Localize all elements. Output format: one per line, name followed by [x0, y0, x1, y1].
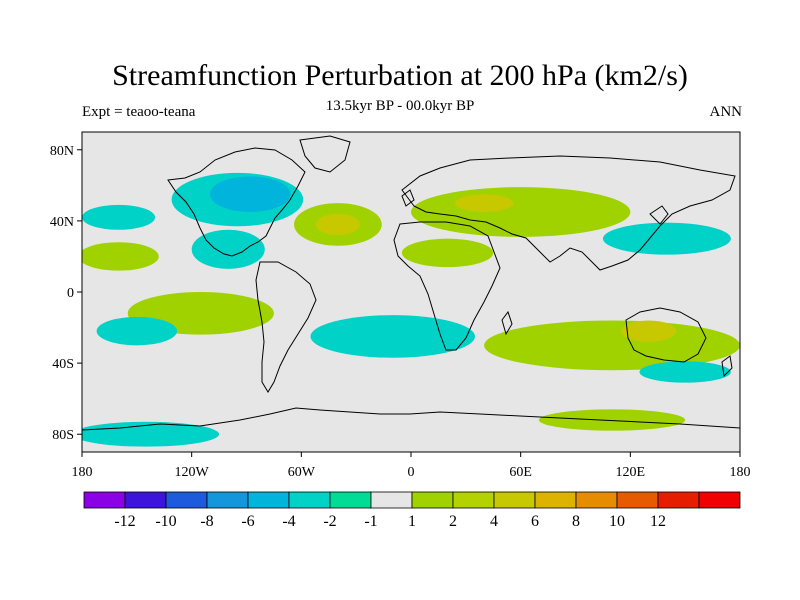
colorbar-swatch: [575, 491, 618, 509]
x-tick-label: 60E: [509, 465, 532, 480]
colorbar-swatch: [698, 491, 741, 509]
axis-ticks: 180 120W 60W 0 60E 120E 180 80N 40N 0 40S 80S: [50, 144, 751, 480]
y-tick-label: 80S: [52, 428, 74, 443]
contour-n-pacific-mid-low: [82, 204, 156, 230]
coast-south-america: [255, 261, 317, 393]
coast-antarctica: [82, 407, 740, 431]
contour-s-indian-high: [484, 320, 740, 371]
y-tick-label: 0: [67, 286, 74, 301]
colorbar-swatch: [657, 491, 700, 509]
x-tick-label: 180: [72, 465, 93, 480]
coastline-layer: [82, 135, 740, 431]
colorbar-label: 6: [531, 513, 539, 530]
chart-title: Streamfunction Perturbation at 200 hPa (…: [112, 59, 688, 92]
contour-eurasia-high: [411, 187, 631, 237]
colorbar-swatch: [206, 491, 249, 509]
colorbar-label: -8: [200, 513, 213, 530]
colorbar-swatch: [165, 491, 208, 509]
y-tick-label: 40N: [50, 215, 74, 230]
coast-europe-asia: [401, 155, 736, 271]
y-tick-label: 40S: [52, 357, 74, 372]
contour-s-pacific-low: [96, 316, 178, 346]
colorbar-label: -12: [114, 513, 135, 530]
colorbar-swatch: [83, 491, 126, 509]
colorbar-label: -2: [323, 513, 336, 530]
chart-subtitle-left: Expt = teaoo-teana: [82, 104, 196, 120]
colorbar-label: 8: [572, 513, 580, 530]
contour-layer: [82, 172, 740, 447]
contour-n-america-low-core: [209, 176, 291, 213]
x-tick-label: 120E: [616, 465, 646, 480]
colorbar-label: 4: [490, 513, 498, 530]
contour-s-ocean-high-east: [538, 409, 686, 431]
colorbar-label: 1: [408, 513, 416, 530]
colorbar-swatch: [452, 491, 495, 509]
x-tick-label: 120W: [175, 465, 210, 480]
colorbar-label: -4: [282, 513, 295, 530]
colorbar-label: -6: [241, 513, 254, 530]
coast-uk: [401, 189, 415, 207]
colorbar-swatch: [493, 491, 536, 509]
x-tick-label: 0: [408, 465, 415, 480]
contour-w-pacific-low: [602, 222, 731, 255]
colorbar-swatch: [411, 491, 454, 509]
contour-eurasia-high-core: [454, 194, 514, 212]
contour-n-atlantic-high-core: [315, 213, 360, 236]
coast-new-zealand: [721, 355, 733, 378]
colorbar-label: -1: [364, 513, 377, 530]
coast-africa: [393, 221, 501, 351]
colorbar-swatch: [534, 491, 577, 509]
coast-japan: [649, 205, 669, 225]
colorbar-swatch: [288, 491, 331, 509]
contour-n-pacific-high: [82, 242, 159, 271]
colorbar-label: -10: [155, 513, 176, 530]
colorbar-swatch: [124, 491, 167, 509]
contour-n-africa-high: [401, 238, 494, 268]
contour-mexico-low: [191, 229, 265, 269]
colorbar: -12 -10 -8 -6 -4 -2 -1 1 2 4 6 8 10 12: [83, 491, 741, 530]
colorbar-swatch: [370, 491, 413, 509]
coast-greenland: [299, 135, 351, 173]
coast-north-america: [167, 147, 306, 257]
map-background: [82, 132, 740, 452]
chart-subtitle-center: 13.5kyr BP - 00.0kyr BP: [325, 98, 475, 114]
coast-madagascar: [501, 310, 513, 336]
coast-australia: [625, 307, 707, 363]
colorbar-label: 10: [609, 513, 625, 530]
contour-s-atlantic-low: [310, 315, 475, 358]
colorbar-label: 12: [650, 513, 666, 530]
colorbar-label: 2: [449, 513, 457, 530]
chart-subtitle-right: ANN: [709, 104, 743, 120]
colorbar-swatch: [616, 491, 659, 509]
x-tick-label: 60W: [288, 465, 316, 480]
contour-s-indian-low: [639, 361, 731, 383]
x-tick-label: 180: [730, 465, 751, 480]
colorbar-swatch: [247, 491, 290, 509]
colorbar-swatch: [329, 491, 372, 509]
y-tick-label: 80N: [50, 144, 74, 159]
contour-australia-high-core: [621, 320, 677, 342]
